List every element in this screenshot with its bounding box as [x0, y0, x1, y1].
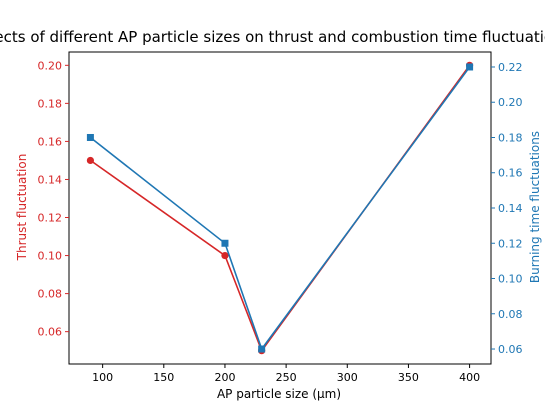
series-line-1	[89, 64, 471, 353]
x-tick-label: 400	[459, 371, 480, 384]
chart-title: Effects of different AP particle sizes o…	[0, 28, 545, 46]
y-left-tick-label: 0.18	[38, 97, 63, 110]
y-left-tick-label: 0.20	[38, 59, 63, 72]
y-left-tick-label: 0.08	[38, 288, 63, 301]
y-right-tick-label: 0.20	[498, 96, 523, 109]
y-left-tick-label: 0.06	[38, 326, 63, 339]
plot-area: 100 150 200 250 300 350 400 0.06 0.08 0.10 0.12 0.1…	[38, 51, 523, 384]
x-tick-label: 350	[398, 371, 419, 384]
plot-frame	[68, 51, 492, 365]
y-right-tick-label: 0.22	[498, 61, 523, 74]
x-tick-label: 200	[214, 371, 235, 384]
x-tick-label: 250	[276, 371, 297, 384]
x-axis-label: AP particle size (μm)	[217, 387, 341, 401]
series-2-point	[86, 133, 94, 141]
y-left-tick-label: 0.16	[38, 135, 63, 148]
series-2-point	[221, 239, 229, 247]
y-left-tick-label: 0.10	[38, 250, 63, 263]
y-axis-left-label: Thrust fluctuation	[15, 154, 29, 262]
series-line-2	[89, 66, 471, 351]
y-left-tick-label: 0.12	[38, 212, 63, 225]
y-right-tick-label: 0.14	[498, 202, 523, 215]
series-2-point	[466, 63, 474, 71]
y-right-tick-label: 0.12	[498, 237, 523, 250]
y-right-tick-label: 0.16	[498, 167, 523, 180]
x-tick-label: 100	[92, 371, 113, 384]
y-left-tick-label: 0.14	[38, 173, 63, 186]
y-right-tick-label: 0.06	[498, 343, 523, 356]
series-2-point	[258, 345, 266, 353]
y-right-tick-label: 0.18	[498, 131, 523, 144]
series-1-point	[221, 251, 229, 260]
y-axis-right-label: Burning time fluctuations	[528, 131, 542, 283]
series-1-point	[86, 156, 95, 165]
x-tick-label: 300	[337, 371, 358, 384]
y-right-tick-label: 0.08	[498, 308, 523, 321]
y-right-tick-label: 0.10	[498, 273, 523, 286]
x-tick-label: 150	[153, 371, 174, 384]
